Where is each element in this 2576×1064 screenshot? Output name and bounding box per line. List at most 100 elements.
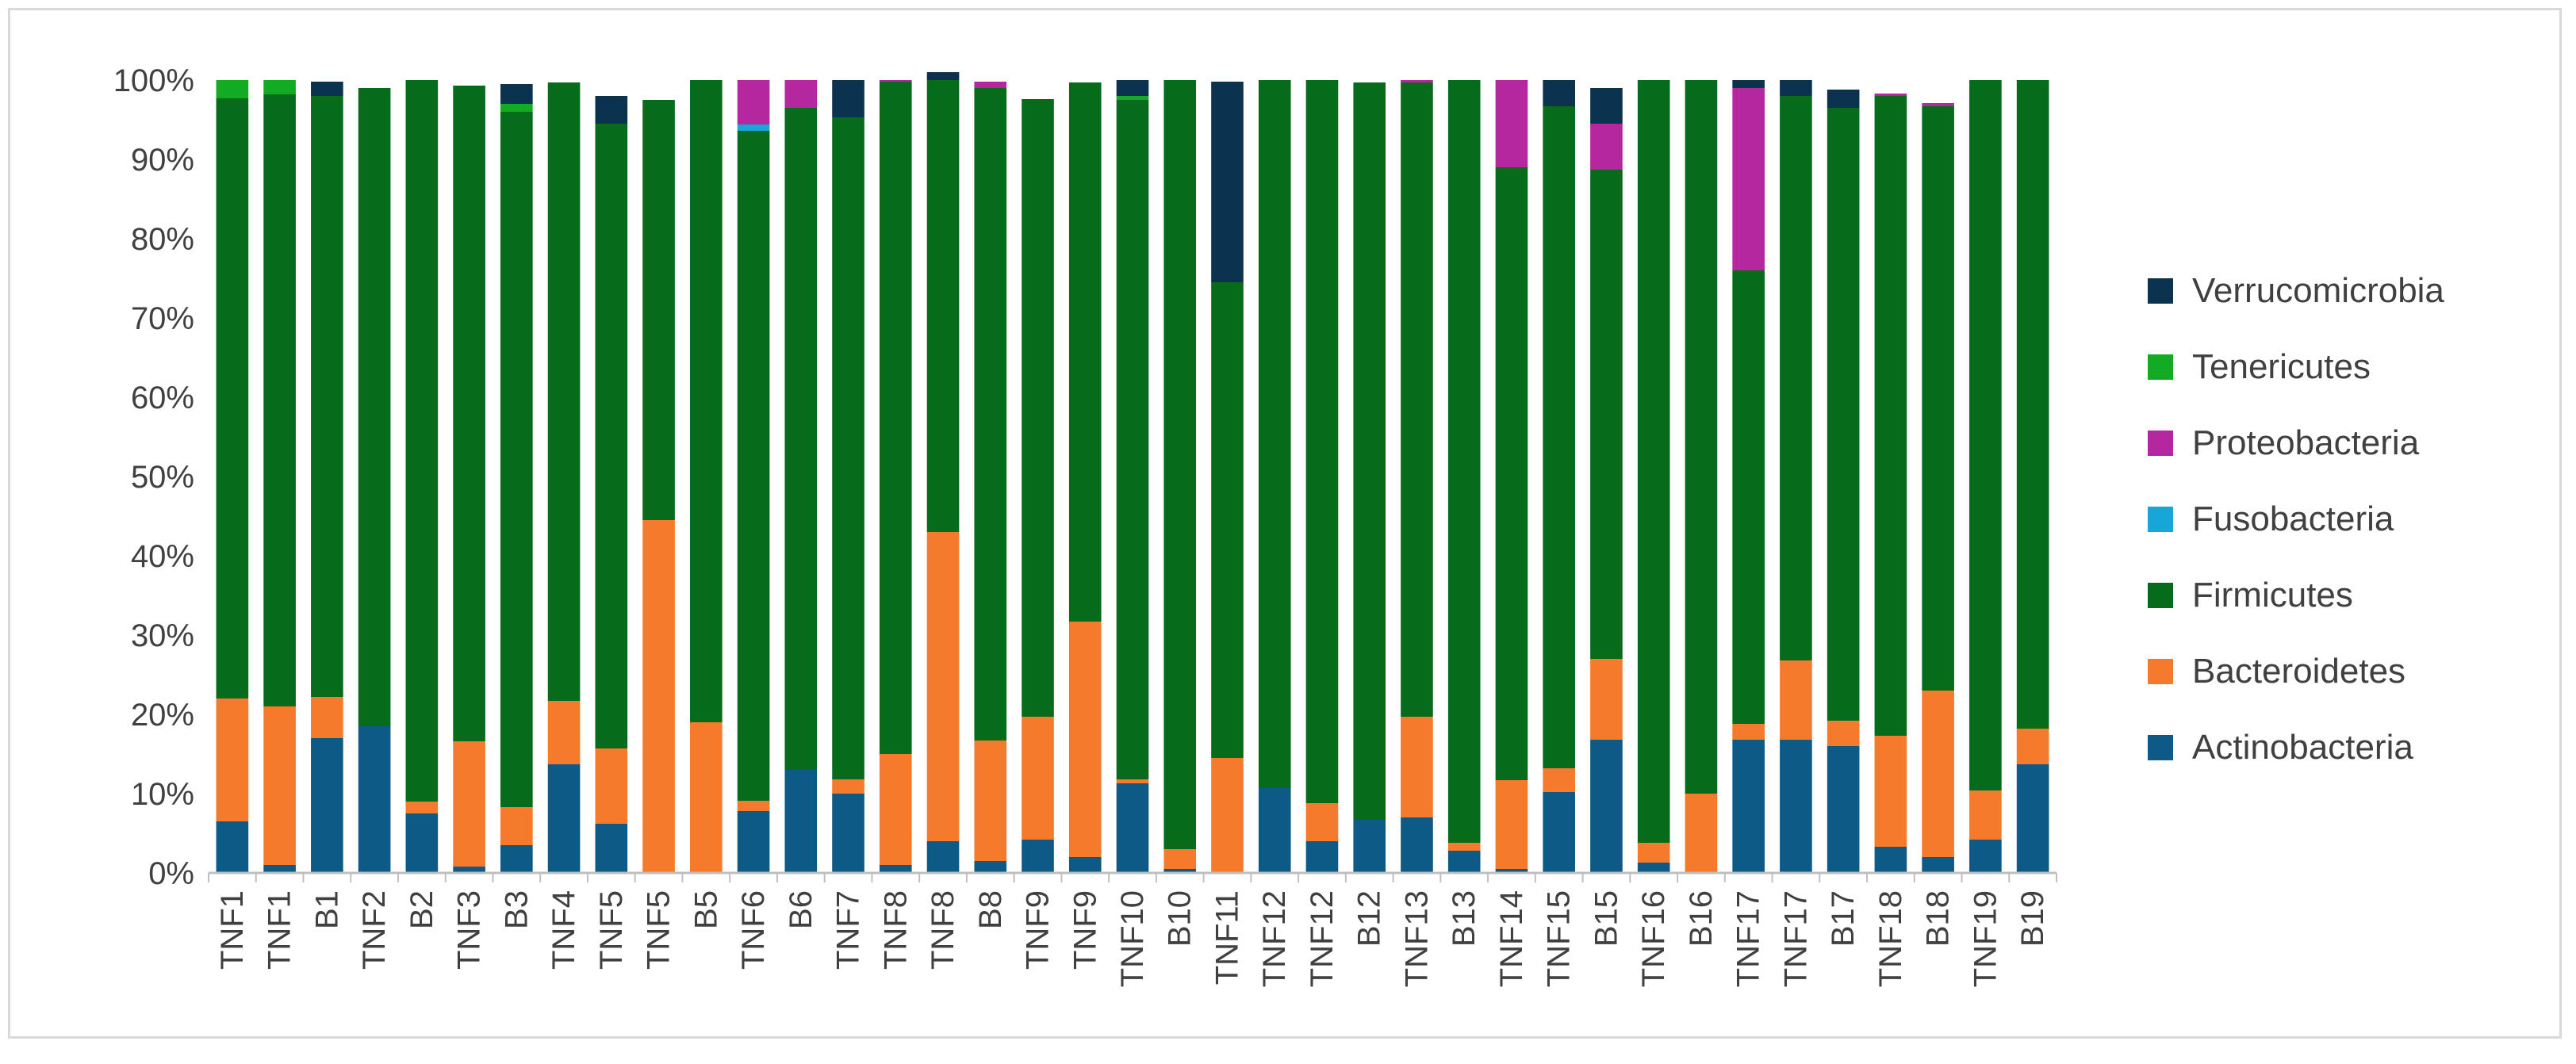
bar-segment-verrucomicrobia [926,72,960,80]
bar-segment-firmicutes [1922,106,1954,691]
bar-segment-firmicutes [1827,108,1860,721]
bar-segment-firmicutes [689,80,723,722]
bar-segment-actinobacteria [358,726,391,873]
x-tick-label: B10 [1163,890,1198,947]
x-tick-label: TNF1 [215,890,250,970]
bar-stack [1827,90,1860,873]
bar-stack [1353,82,1386,873]
bar-segment-firmicutes [784,108,818,770]
y-tick-label: 40% [131,539,194,574]
bar-segment-firmicutes [1401,82,1433,717]
x-tick-label: TNF9 [1021,890,1056,970]
bar-stack [595,96,628,873]
bar-segment-firmicutes [453,86,485,741]
bar-segment-actinobacteria [1305,841,1339,873]
bar-stack [784,80,818,873]
bar-segment-verrucomicrobia [1827,90,1860,108]
bar-segment-bacteroidetes [1969,790,2002,840]
bar-segment-firmicutes [405,80,439,802]
x-tick-label: TNF17 [1731,890,1766,987]
bar-stack [311,82,343,873]
bar-stack [358,88,391,873]
bar-segment-firmicutes [1163,80,1197,849]
bar-segment-firmicutes [263,94,296,706]
bar-stack [1637,80,1670,873]
bar-segment-verrucomicrobia [1780,80,1812,96]
bar-segment-bacteroidetes [1637,843,1670,863]
x-tick-label: B8 [973,890,1008,929]
bar-segment-tenericutes [500,104,533,112]
bar-segment-bacteroidetes [1827,721,1860,746]
bar-segment-actinobacteria [1163,869,1197,873]
legend-item: Actinobacteria [2148,728,2413,767]
bar-segment-bacteroidetes [1922,691,1954,857]
bar-segment-bacteroidetes [1068,622,1102,857]
x-tick-label: TNF12 [1257,890,1292,987]
bar-segment-actinobacteria [879,865,912,873]
bar-segment-bacteroidetes [1447,843,1481,851]
bar-segment-bacteroidetes [737,801,770,811]
bar-segment-firmicutes [1637,80,1670,843]
bar-segment-bacteroidetes [547,701,581,764]
bar-segment-firmicutes [311,96,343,697]
x-tick-label: B13 [1447,890,1482,947]
bar-segment-actinobacteria [1969,840,2002,873]
bar-segment-verrucomicrobia [311,82,343,96]
bar-segment-bacteroidetes [1543,768,1576,792]
bar-segment-actinobacteria [1827,746,1860,873]
bar-segment-actinobacteria [500,845,533,873]
bar-segment-firmicutes [832,117,864,779]
bar-segment-firmicutes [879,82,912,754]
bar-segment-firmicutes [1447,80,1481,843]
bar-segment-actinobacteria [263,865,296,873]
bar-stack [216,80,249,873]
bar-stack [1543,80,1576,873]
bar-segment-firmicutes [1353,82,1386,820]
bar-segment-actinobacteria [216,821,249,873]
legend-item: Proteobacteria [2148,423,2420,462]
bar-segment-bacteroidetes [1022,717,1054,840]
y-tick-label: 30% [131,618,194,653]
legend-swatch [2148,507,2173,532]
bar-segment-verrucomicrobia [1211,82,1244,282]
x-tick-label: B17 [1826,890,1861,947]
bar-segment-firmicutes [1874,96,1907,736]
x-tick-label: TNF13 [1399,890,1434,987]
legend-label: Verrucomicrobia [2192,271,2444,310]
x-tick-label: TNF10 [1115,890,1150,987]
bar-segment-firmicutes [1732,270,1765,724]
bar-segment-firmicutes [1543,106,1576,768]
bar-segment-firmicutes [1305,80,1339,803]
bar-segment-firmicutes [1495,167,1528,780]
bar-segment-proteobacteria [1590,124,1623,170]
bar-segment-firmicutes [1685,80,1718,794]
legend-swatch [2148,431,2173,456]
bar-stack [1211,82,1244,873]
bar-stack [500,84,533,873]
bar-segment-bacteroidetes [926,532,960,841]
x-tick-label: TNF19 [1968,890,2003,987]
bar-segment-firmicutes [2016,80,2049,729]
x-tick-label: TNF7 [831,890,866,970]
bar-segment-actinobacteria [1495,869,1528,873]
legend-item: Bacteroidetes [2148,652,2405,691]
bar-segment-actinobacteria [1874,847,1907,873]
x-tick-label: TNF5 [642,890,677,970]
stacked-bar-chart: 0%10%20%30%40%50%60%70%80%90%100% TNF1 TN… [113,63,2445,987]
bar-segment-proteobacteria [1495,80,1528,167]
bar-segment-firmicutes [1022,99,1054,717]
bar-segment-actinobacteria [2016,764,2049,873]
bar-stack [737,80,770,873]
bars-group [216,72,2049,873]
legend-item: Fusobacteria [2148,499,2394,538]
bar-stack [263,80,296,873]
x-tick-label: TNF18 [1873,890,1908,987]
legend-swatch [2148,659,2173,684]
y-tick-label: 50% [131,460,194,495]
bar-stack [879,80,912,873]
bar-stack [1163,80,1197,873]
bar-stack [642,100,675,873]
bar-segment-actinobacteria [832,794,864,873]
legend-swatch [2148,278,2173,304]
bar-stack [1922,103,1954,873]
